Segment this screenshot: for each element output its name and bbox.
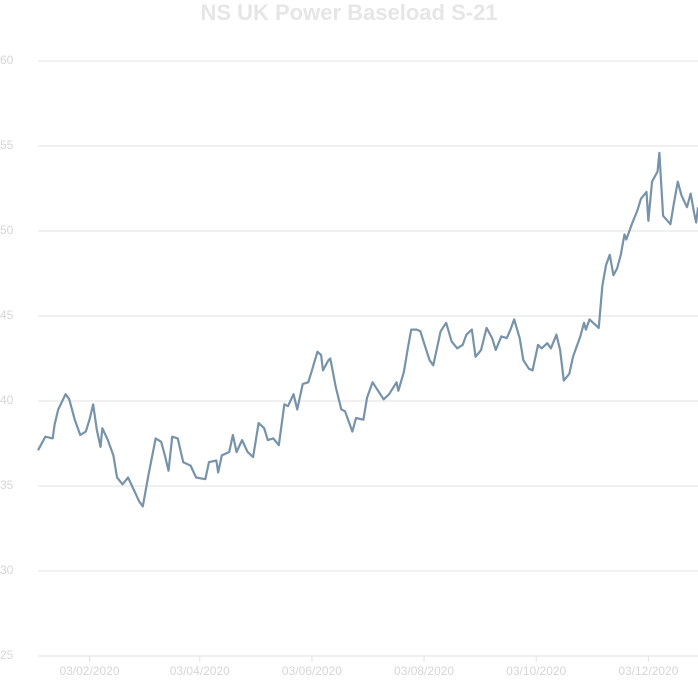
y-tick-label: 50 (0, 223, 14, 237)
y-tick-label: 35 (0, 478, 14, 492)
chart-title: NS UK Power Baseload S-21 (200, 0, 497, 25)
x-tick-label: 03/02/2020 (59, 664, 119, 678)
price-line (37, 151, 698, 508)
y-tick-label: 25 (0, 648, 14, 662)
y-tick-label: 40 (0, 393, 14, 407)
x-tick-label: 03/10/2020 (506, 664, 566, 678)
y-tick-label: 55 (0, 138, 14, 152)
y-tick-label: 60 (0, 53, 14, 67)
x-tick-label: 03/06/2020 (282, 664, 342, 678)
x-tick-label: 03/04/2020 (170, 664, 230, 678)
y-tick-label: 30 (0, 563, 14, 577)
x-tick-label: 03/08/2020 (394, 664, 454, 678)
y-tick-label: 45 (0, 308, 14, 322)
x-tick-label: 03/12/2020 (618, 664, 678, 678)
